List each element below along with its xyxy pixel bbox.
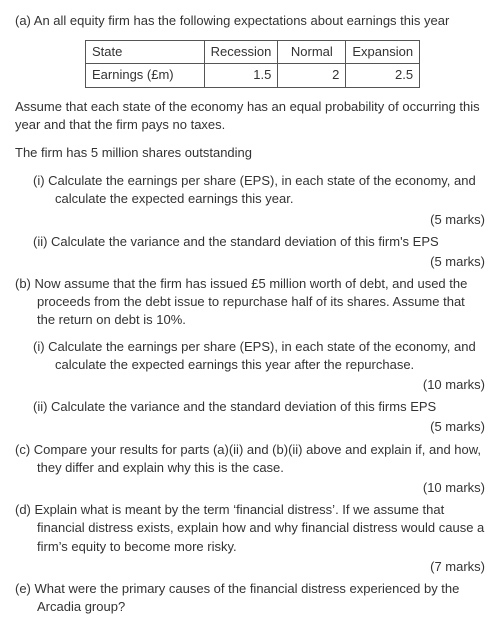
part-e: (e) What were the primary causes of the … [15, 580, 485, 616]
table-val-normal: 2 [278, 64, 346, 87]
table-header-recession: Recession [204, 41, 278, 64]
part-b-i: (i) Calculate the earnings per share (EP… [15, 338, 485, 374]
assumption-shares: The firm has 5 million shares outstandin… [15, 144, 485, 162]
marks-a-i: (5 marks) [15, 211, 485, 229]
part-c: (c) Compare your results for parts (a)(i… [15, 441, 485, 477]
marks-d: (7 marks) [15, 558, 485, 576]
marks-a-ii: (5 marks) [15, 253, 485, 271]
part-a-ii: (ii) Calculate the variance and the stan… [15, 233, 485, 251]
earnings-table: State Recession Normal Expansion Earning… [85, 40, 485, 87]
table-header-normal: Normal [278, 41, 346, 64]
table-header-state: State [86, 41, 205, 64]
table-row-earnings-label: Earnings (£m) [86, 64, 205, 87]
part-a-i: (i) Calculate the earnings per share (EP… [15, 172, 485, 208]
table-val-recession: 1.5 [204, 64, 278, 87]
table-val-expansion: 2.5 [346, 64, 420, 87]
assumption-probability: Assume that each state of the economy ha… [15, 98, 485, 134]
marks-c: (10 marks) [15, 479, 485, 497]
part-b-ii: (ii) Calculate the variance and the stan… [15, 398, 485, 416]
table-header-expansion: Expansion [346, 41, 420, 64]
part-b: (b) Now assume that the firm has issued … [15, 275, 485, 330]
part-d: (d) Explain what is meant by the term ‘f… [15, 501, 485, 556]
part-a-intro: (a) An all equity firm has the following… [15, 12, 485, 30]
marks-b-i: (10 marks) [15, 376, 485, 394]
marks-b-ii: (5 marks) [15, 418, 485, 436]
